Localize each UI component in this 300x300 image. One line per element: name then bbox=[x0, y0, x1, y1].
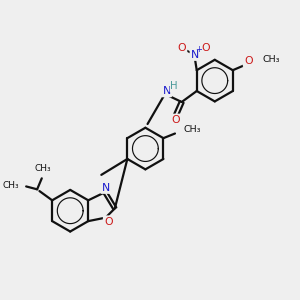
Text: CH₃: CH₃ bbox=[262, 55, 280, 64]
Text: CH₃: CH₃ bbox=[34, 164, 51, 173]
Text: +: + bbox=[196, 45, 202, 54]
Text: O: O bbox=[201, 43, 210, 53]
Text: O: O bbox=[177, 43, 186, 53]
Text: N: N bbox=[191, 50, 199, 60]
Text: N: N bbox=[101, 183, 110, 193]
Text: O: O bbox=[244, 56, 253, 66]
Text: CH₃: CH₃ bbox=[3, 182, 19, 190]
Text: O: O bbox=[104, 217, 113, 227]
Text: N: N bbox=[163, 86, 171, 96]
Text: H: H bbox=[170, 81, 178, 92]
Text: CH₃: CH₃ bbox=[184, 125, 201, 134]
Text: O: O bbox=[171, 115, 180, 125]
